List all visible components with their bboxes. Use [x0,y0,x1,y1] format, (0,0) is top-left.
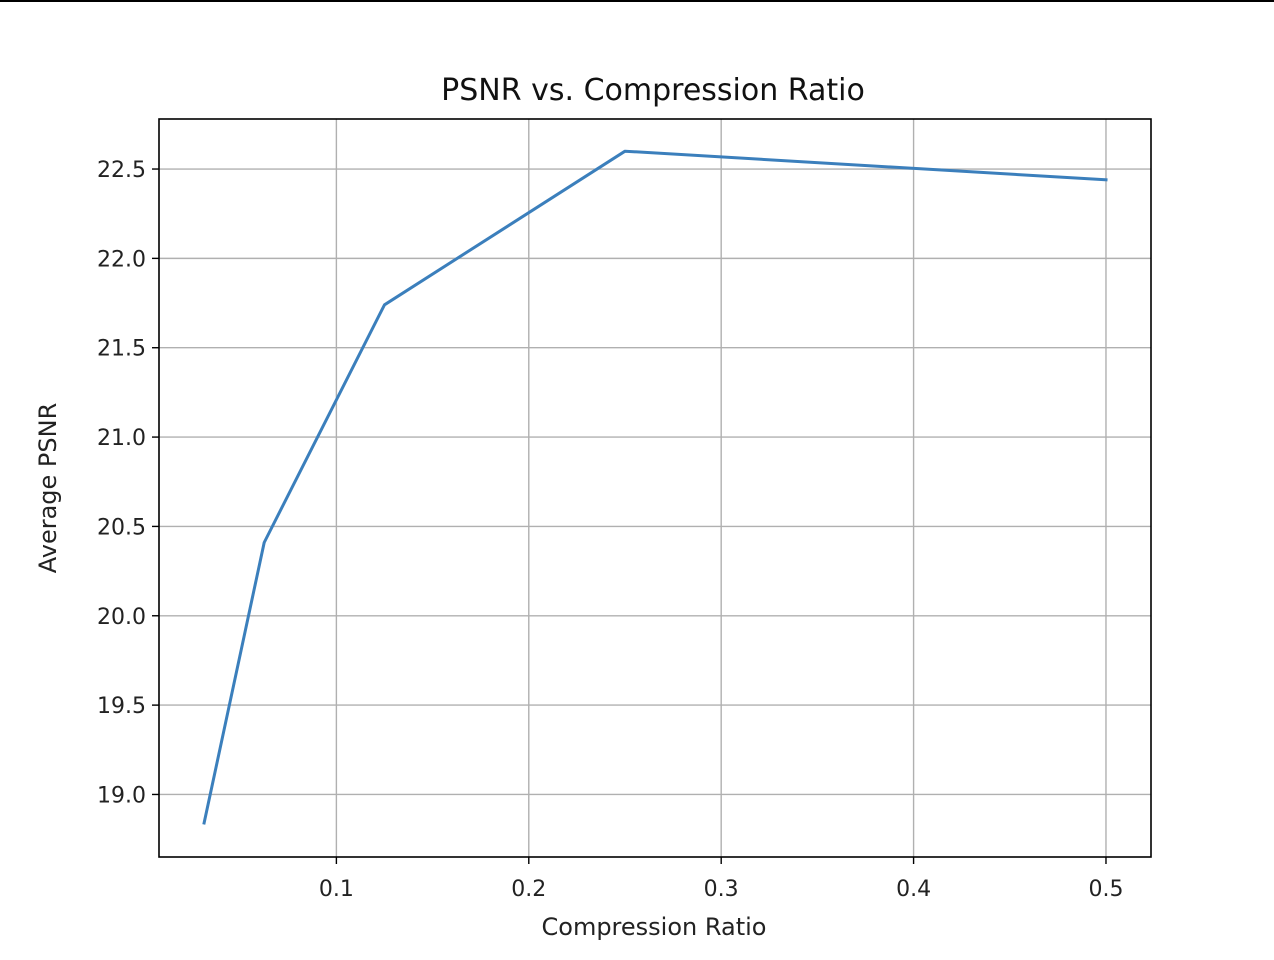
x-tick-label: 0.2 [511,877,546,902]
y-axis-ticks: 19.0 19.5 20.0 20.5 21.0 21.5 22.0 22.5 [97,158,159,808]
y-axis-label: Average PSNR [34,403,62,574]
x-tick-label: 0.4 [896,877,931,902]
y-tick-label: 20.0 [97,605,146,630]
x-tick-label: 0.3 [704,877,739,902]
y-tick-label: 21.0 [97,426,146,451]
x-tick-label: 0.1 [319,877,354,902]
x-axis-label: Compression Ratio [542,913,767,941]
plot-area-frame [158,118,1152,858]
grid-lines [159,119,1151,857]
x-axis-ticks: 0.1 0.2 0.3 0.4 0.5 [319,857,1123,902]
series-layer [202,149,1108,825]
y-tick-label: 21.5 [97,337,146,362]
x-tick-label: 0.5 [1088,877,1123,902]
y-tick-label: 22.5 [97,158,146,183]
chart-title: PSNR vs. Compression Ratio [441,73,865,108]
y-tick-label: 19.0 [97,783,146,808]
y-tick-label: 20.5 [97,515,146,540]
top-border-line [0,0,1274,2]
y-tick-label: 19.5 [97,694,146,719]
y-tick-label: 22.0 [97,247,146,272]
series-line [202,149,1108,825]
